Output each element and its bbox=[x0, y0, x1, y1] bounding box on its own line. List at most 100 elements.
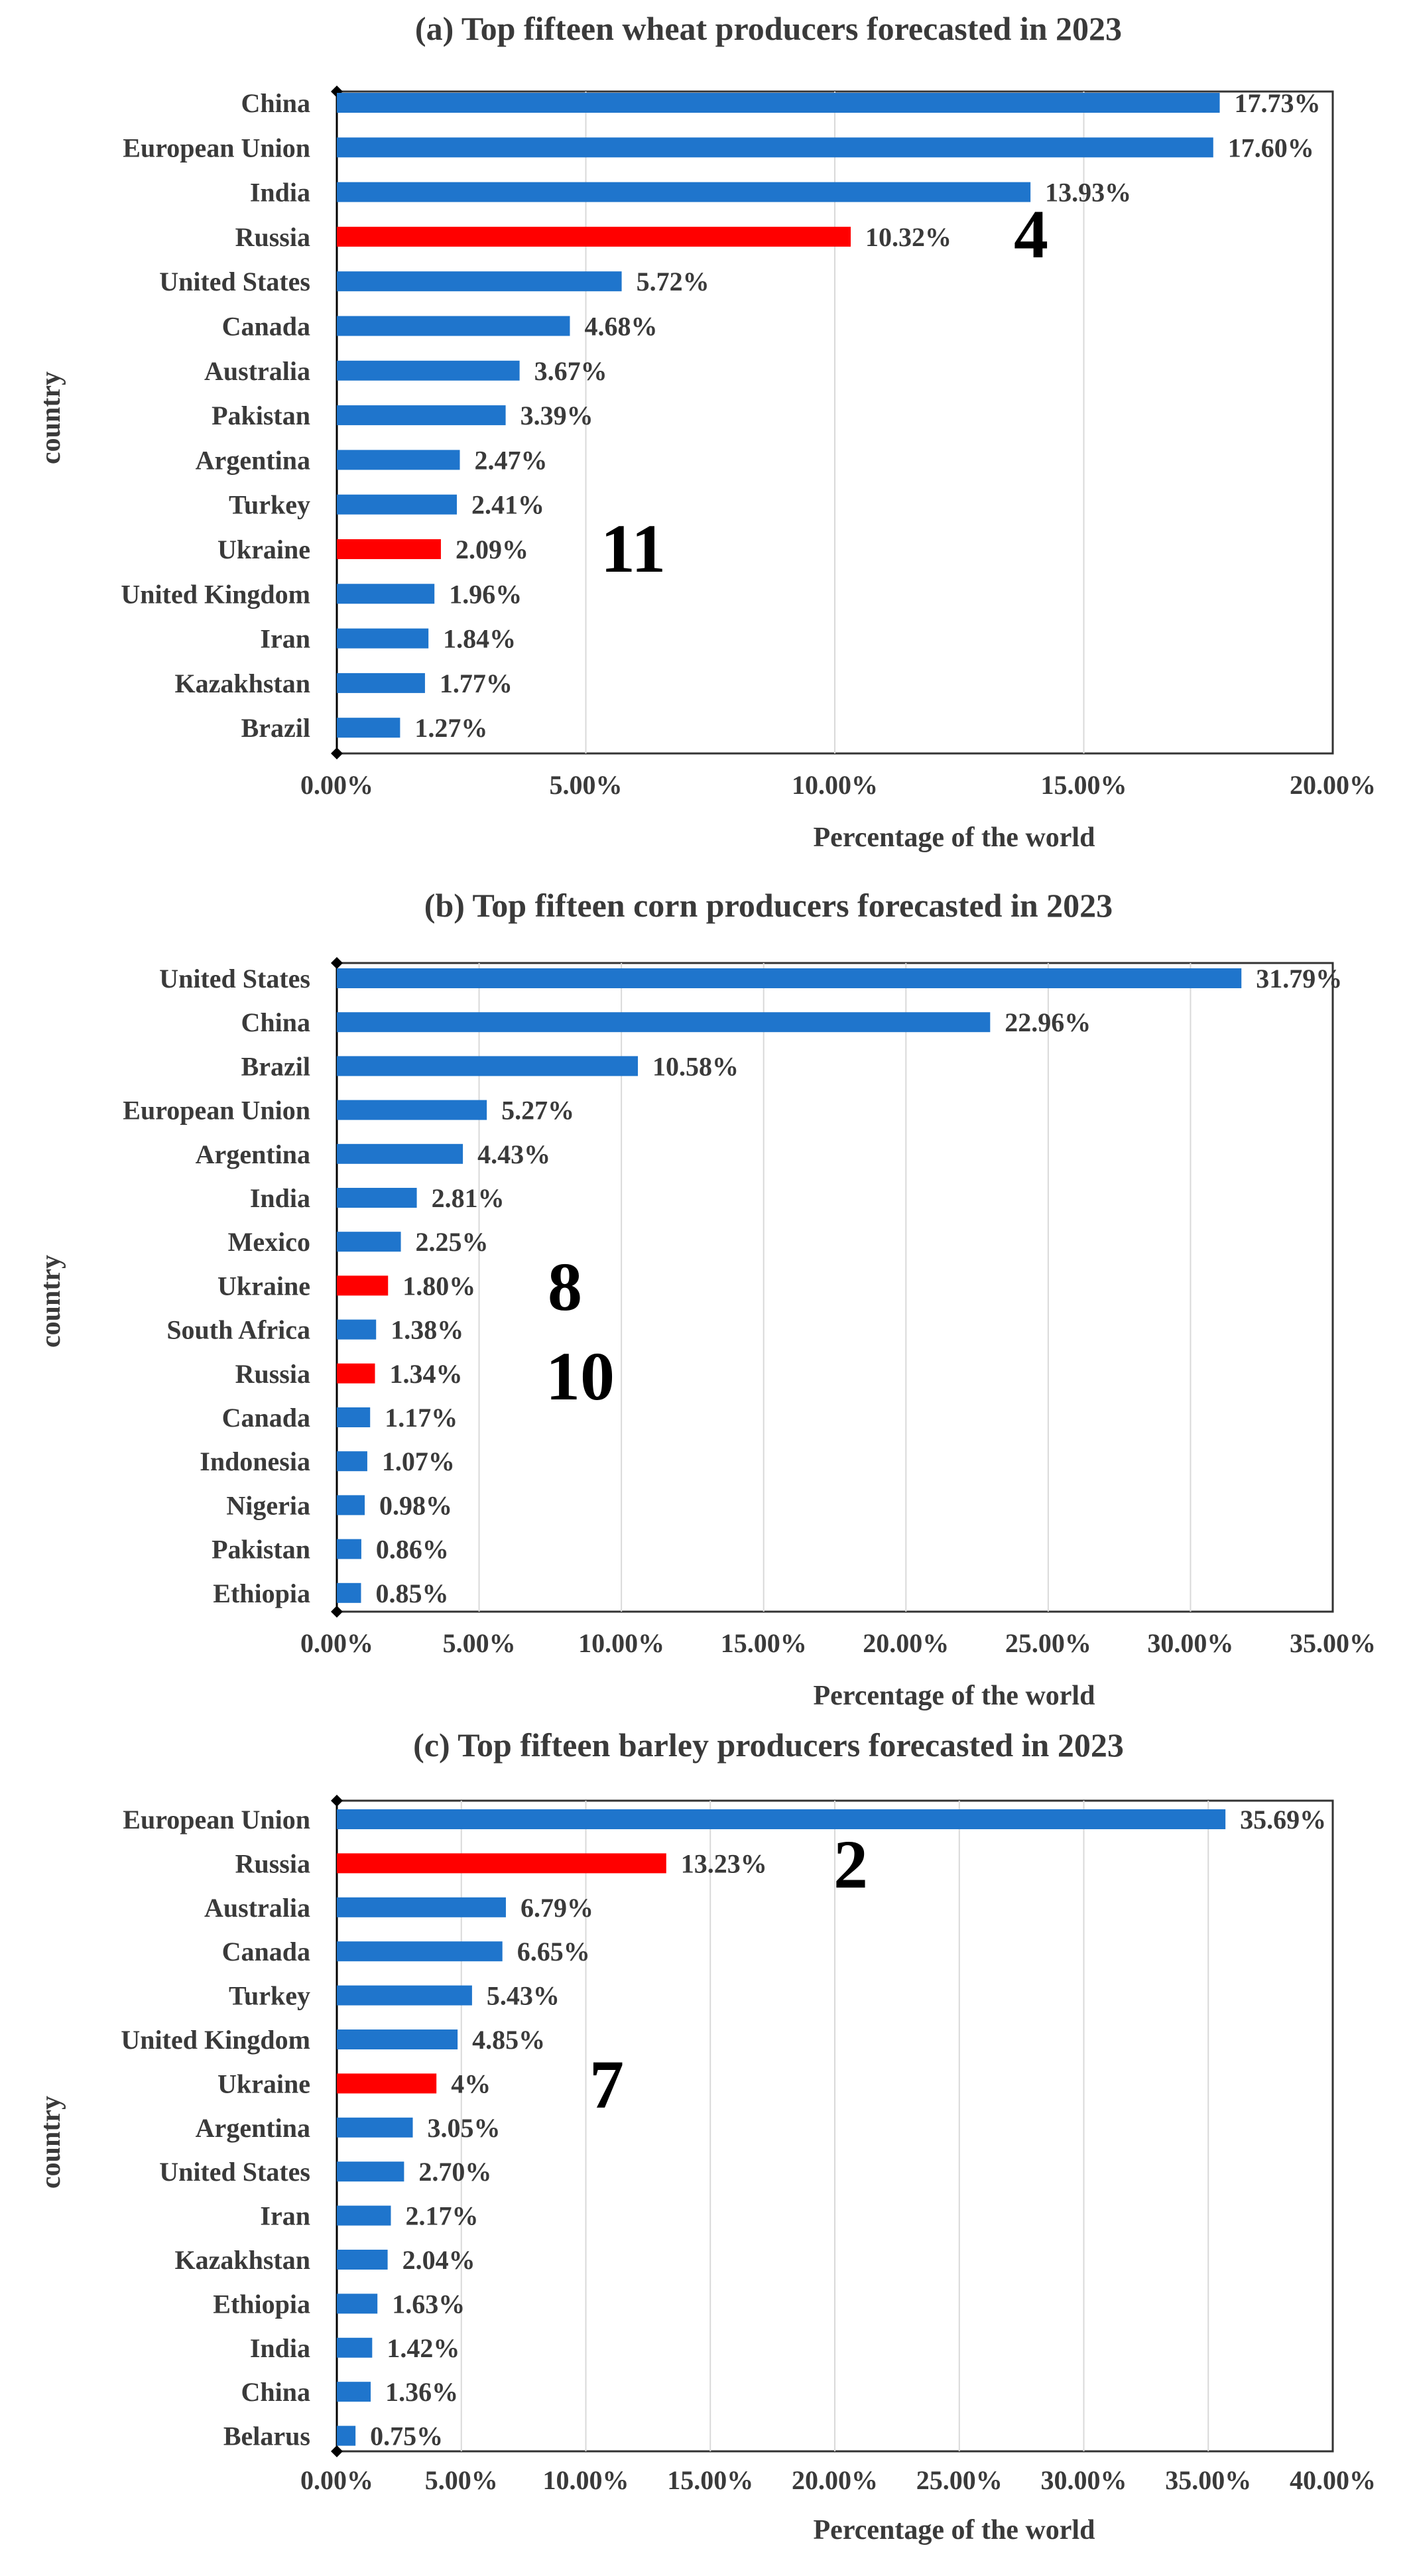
category-label: Argentina bbox=[196, 1139, 310, 1169]
bar bbox=[337, 2337, 373, 2358]
x-tick-label: 0.00% bbox=[300, 1628, 373, 1658]
data-label: 17.73% bbox=[1235, 88, 1321, 118]
category-label: Argentina bbox=[196, 2113, 310, 2143]
bar bbox=[337, 1809, 1226, 1829]
chart-panel-2: (c) Top fifteen barley producers forecas… bbox=[36, 1726, 1376, 2545]
bar bbox=[337, 1100, 487, 1120]
bar bbox=[337, 539, 441, 559]
x-tick-label: 5.00% bbox=[550, 770, 623, 800]
x-tick-label: 15.00% bbox=[1041, 770, 1127, 800]
data-label: 1.36% bbox=[385, 2377, 458, 2407]
bar bbox=[337, 2073, 437, 2094]
data-label: 35.69% bbox=[1240, 1805, 1326, 1835]
category-label: Nigeria bbox=[226, 1490, 310, 1520]
bar bbox=[337, 1897, 506, 1917]
data-label: 17.60% bbox=[1228, 133, 1314, 162]
bar bbox=[337, 1582, 361, 1603]
category-label: United States bbox=[159, 964, 310, 994]
y-axis-title: country bbox=[36, 371, 66, 464]
data-label: 4.68% bbox=[584, 312, 657, 342]
bar bbox=[337, 1451, 367, 1472]
category-label: Turkey bbox=[229, 490, 310, 520]
data-label: 3.39% bbox=[521, 401, 593, 430]
bar bbox=[337, 2117, 413, 2138]
x-tick-label: 5.00% bbox=[425, 2465, 498, 2495]
data-label: 2.17% bbox=[405, 2201, 478, 2231]
bar bbox=[337, 718, 400, 738]
data-label: 10.32% bbox=[865, 222, 951, 252]
category-label: South Africa bbox=[166, 1315, 310, 1345]
y-axis-title: country bbox=[36, 1255, 66, 1348]
category-label: India bbox=[250, 178, 310, 208]
data-label: 10.58% bbox=[652, 1051, 739, 1081]
x-axis-title: Percentage of the world bbox=[814, 822, 1095, 853]
bar bbox=[337, 1363, 375, 1384]
x-tick-label: 25.00% bbox=[916, 2465, 1003, 2495]
bar bbox=[337, 2425, 356, 2446]
axis-diamond-marker bbox=[331, 2445, 343, 2457]
bar bbox=[337, 1056, 639, 1076]
data-label: 1.34% bbox=[390, 1359, 463, 1389]
rank-annotation: 2 bbox=[833, 1827, 868, 1903]
category-label: China bbox=[241, 1007, 311, 1037]
bar bbox=[337, 182, 1031, 202]
x-tick-label: 15.00% bbox=[721, 1628, 807, 1658]
x-tick-label: 30.00% bbox=[1147, 1628, 1233, 1658]
bar bbox=[337, 226, 851, 247]
category-label: European Union bbox=[123, 1805, 310, 1835]
bar bbox=[337, 1941, 503, 1962]
category-label: United States bbox=[159, 2157, 310, 2187]
category-label: Russia bbox=[235, 222, 310, 252]
bar bbox=[337, 1539, 361, 1559]
category-label: Turkey bbox=[229, 1981, 310, 2011]
category-label: United States bbox=[159, 267, 310, 296]
x-tick-label: 10.00% bbox=[792, 770, 878, 800]
category-label: Iran bbox=[260, 2201, 310, 2231]
category-label: European Union bbox=[123, 1096, 310, 1126]
data-label: 2.81% bbox=[432, 1183, 505, 1213]
data-label: 22.96% bbox=[1005, 1007, 1091, 1037]
x-tick-label: 0.00% bbox=[300, 2465, 373, 2495]
bar bbox=[337, 1012, 991, 1033]
x-tick-label: 5.00% bbox=[443, 1628, 516, 1658]
category-label: Russia bbox=[235, 1848, 310, 1878]
bar bbox=[337, 450, 460, 470]
rank-annotation: 11 bbox=[601, 511, 666, 587]
data-label: 1.38% bbox=[391, 1315, 463, 1345]
category-label: Pakistan bbox=[212, 1535, 310, 1565]
x-tick-label: 0.00% bbox=[300, 770, 373, 800]
category-label: Russia bbox=[235, 1359, 310, 1389]
category-label: Iran bbox=[260, 624, 310, 654]
bar bbox=[337, 1985, 472, 2006]
data-label: 2.09% bbox=[456, 535, 528, 564]
category-label: United Kingdom bbox=[121, 2025, 310, 2055]
category-label: Kazakhstan bbox=[175, 669, 311, 698]
data-label: 0.86% bbox=[376, 1535, 449, 1565]
x-tick-label: 10.00% bbox=[578, 1628, 664, 1658]
category-label: China bbox=[241, 88, 311, 118]
data-label: 2.47% bbox=[474, 445, 547, 475]
data-label: 1.80% bbox=[402, 1271, 475, 1301]
rank-annotation: 10 bbox=[546, 1338, 615, 1415]
axis-diamond-marker bbox=[331, 1795, 343, 1807]
data-label: 2.41% bbox=[471, 490, 544, 520]
chart-title: (c) Top fifteen barley producers forecas… bbox=[413, 1726, 1124, 1764]
bar bbox=[337, 628, 429, 649]
category-label: United Kingdom bbox=[121, 579, 310, 609]
data-label: 5.27% bbox=[501, 1096, 574, 1126]
data-label: 1.96% bbox=[449, 579, 522, 609]
y-axis-title: country bbox=[36, 2096, 66, 2189]
data-label: 4.43% bbox=[477, 1139, 550, 1169]
rank-annotation: 8 bbox=[548, 1249, 582, 1325]
bar bbox=[337, 1319, 377, 1340]
category-label: Brazil bbox=[241, 1051, 310, 1081]
category-label: India bbox=[250, 1183, 310, 1213]
data-label: 1.84% bbox=[443, 624, 516, 654]
chart-title: (b) Top fifteen corn producers forecaste… bbox=[424, 887, 1113, 924]
bar bbox=[337, 137, 1213, 158]
bar bbox=[337, 2293, 378, 2314]
x-axis-title: Percentage of the world bbox=[814, 1681, 1095, 1711]
category-label: Pakistan bbox=[212, 401, 310, 430]
axis-diamond-marker bbox=[331, 747, 343, 759]
data-label: 6.79% bbox=[521, 1893, 593, 1923]
